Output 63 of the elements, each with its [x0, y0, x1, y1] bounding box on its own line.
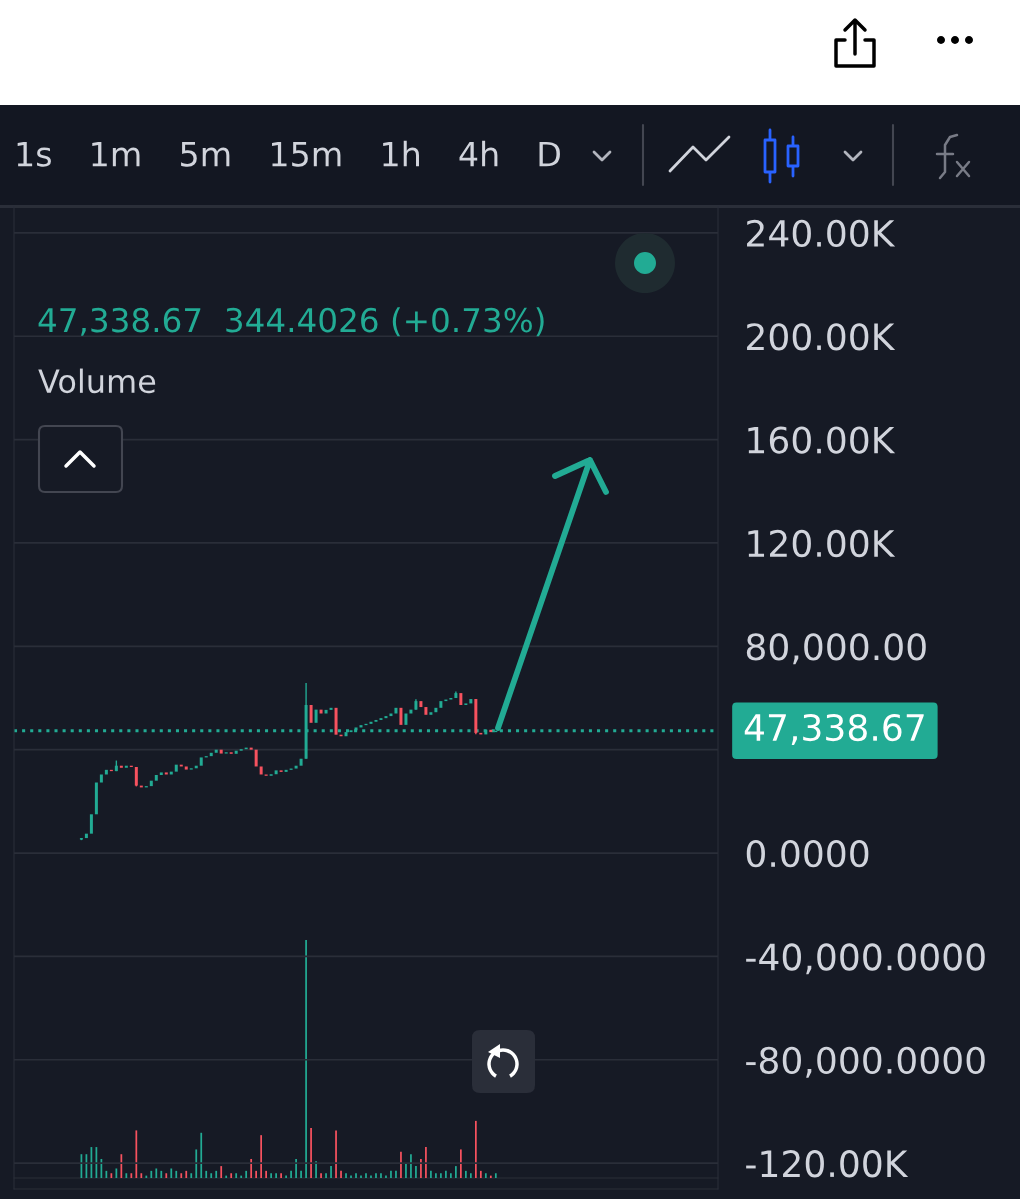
candlestick — [249, 747, 253, 750]
candlestick — [184, 766, 188, 770]
candlestick — [319, 709, 323, 714]
candlestick — [274, 770, 278, 775]
candlestick — [164, 772, 168, 775]
candlestick — [429, 712, 433, 715]
candlestick — [424, 707, 428, 715]
text: 1s — [17, 141, 51, 167]
y-tick-label: 120.00K — [748, 529, 896, 558]
candlestick — [314, 709, 318, 723]
y-tick-label: 200.00K — [747, 323, 896, 351]
text: 1h — [383, 140, 419, 167]
candlestick — [384, 716, 388, 719]
candlestick — [409, 709, 413, 714]
text: 4h — [459, 140, 498, 167]
y-tick-label: 160.00K — [748, 426, 896, 454]
candlestick — [234, 750, 238, 754]
candlestick — [419, 701, 423, 708]
candlestick — [84, 833, 88, 839]
candlestick — [124, 765, 128, 768]
y-tick-label: 240.00K — [747, 219, 896, 248]
ref-line-label: 47,338.67 — [744, 713, 924, 745]
candlestick — [259, 766, 263, 775]
text: 5m — [181, 141, 230, 167]
y-tick-label: 0.0000 — [746, 839, 869, 868]
candlestick — [324, 709, 328, 714]
candlestick — [434, 707, 438, 713]
candlestick — [294, 765, 298, 769]
candlestick — [94, 782, 98, 815]
candlestick — [159, 772, 163, 776]
candlestick — [334, 707, 338, 735]
candlestick — [99, 774, 103, 783]
candlestick — [369, 721, 373, 724]
y-tick-label: -80,000.0000 — [746, 1046, 985, 1078]
candlestick — [374, 719, 378, 722]
text: 15m — [272, 141, 341, 167]
candlestick — [254, 749, 258, 767]
candlestick — [214, 749, 218, 753]
candlestick — [154, 775, 158, 781]
candlestick — [199, 757, 203, 766]
y-tick-label: -40,000.0000 — [746, 943, 985, 975]
candlestick — [149, 780, 153, 787]
candlestick — [394, 707, 398, 714]
candlestick — [299, 758, 303, 766]
candlestick — [439, 701, 443, 708]
candlestick — [89, 814, 93, 834]
candlestick — [284, 769, 288, 772]
candlestick — [174, 764, 178, 772]
candlestick — [119, 765, 123, 768]
text: 1m — [92, 141, 140, 167]
y-tick-label: 80,000.00 — [746, 633, 926, 665]
y-tick-label: -120.00K — [746, 1150, 909, 1178]
candlestick — [459, 693, 463, 705]
candlestick — [469, 699, 473, 704]
candlestick — [309, 704, 313, 723]
candlestick — [399, 707, 403, 725]
candlestick — [219, 749, 223, 754]
candlestick — [209, 752, 213, 757]
text: D — [539, 141, 560, 167]
annotation: Volume — [38, 368, 156, 394]
candlestick — [329, 707, 333, 710]
candlestick — [404, 713, 408, 725]
annotation: 47,338.67 344.4026 (+0.73%) — [38, 307, 544, 337]
